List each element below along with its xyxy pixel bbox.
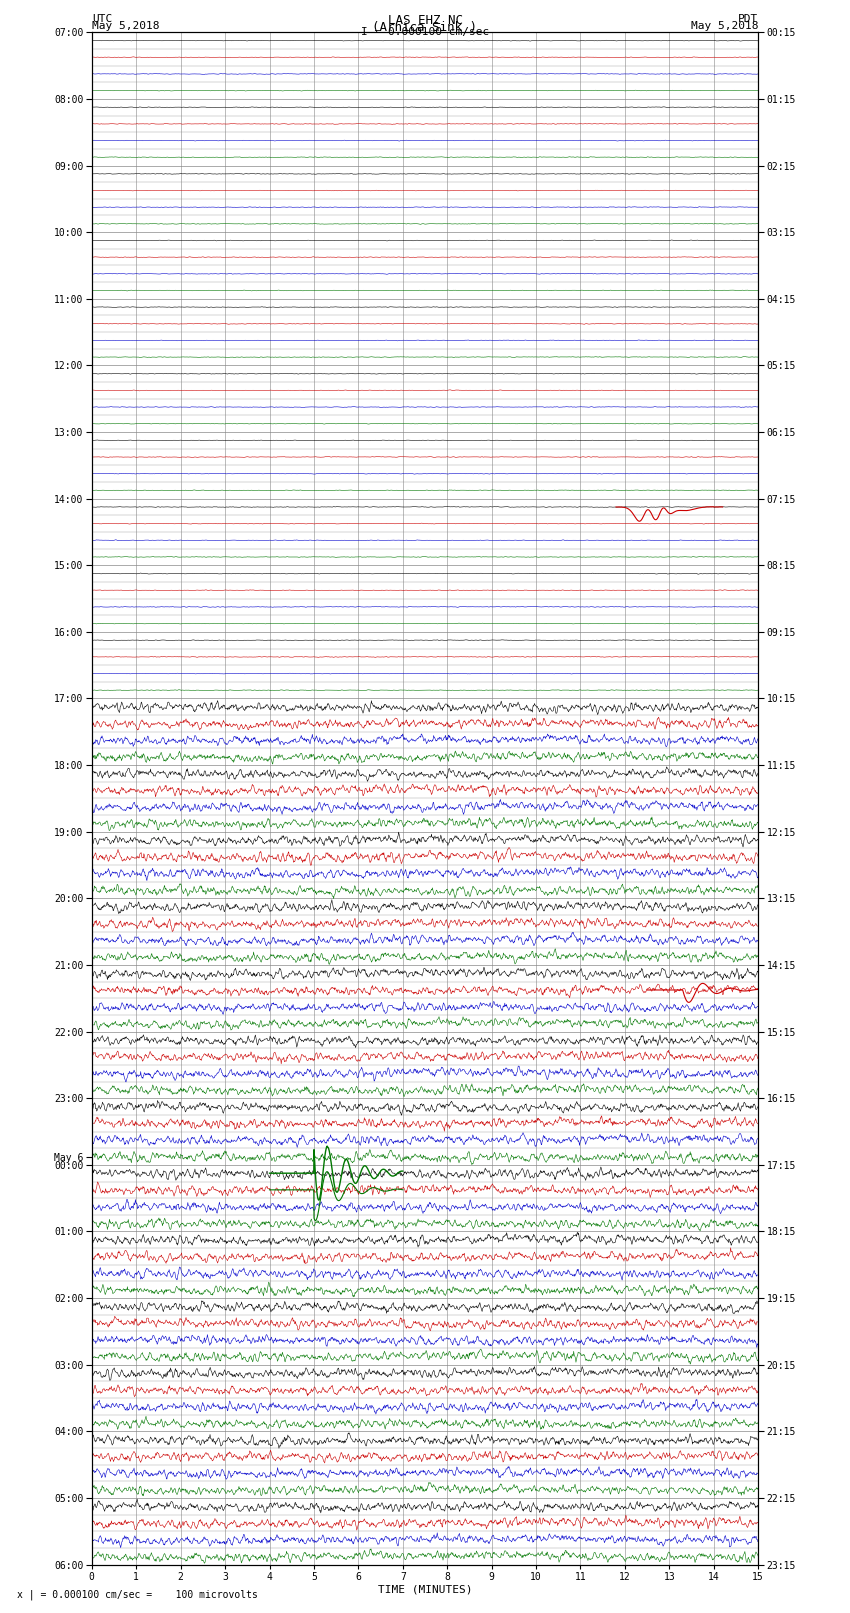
Text: LAS EHZ NC: LAS EHZ NC [388,13,462,27]
X-axis label: TIME (MINUTES): TIME (MINUTES) [377,1584,473,1594]
Text: (Arnica Sink ): (Arnica Sink ) [372,21,478,34]
Text: PDT: PDT [738,13,758,24]
Text: May 5,2018: May 5,2018 [92,21,159,31]
Text: I = 0.000100 cm/sec: I = 0.000100 cm/sec [361,27,489,37]
Text: May 5,2018: May 5,2018 [691,21,758,31]
Text: UTC: UTC [92,13,112,24]
Text: x | = 0.000100 cm/sec =    100 microvolts: x | = 0.000100 cm/sec = 100 microvolts [17,1589,258,1600]
